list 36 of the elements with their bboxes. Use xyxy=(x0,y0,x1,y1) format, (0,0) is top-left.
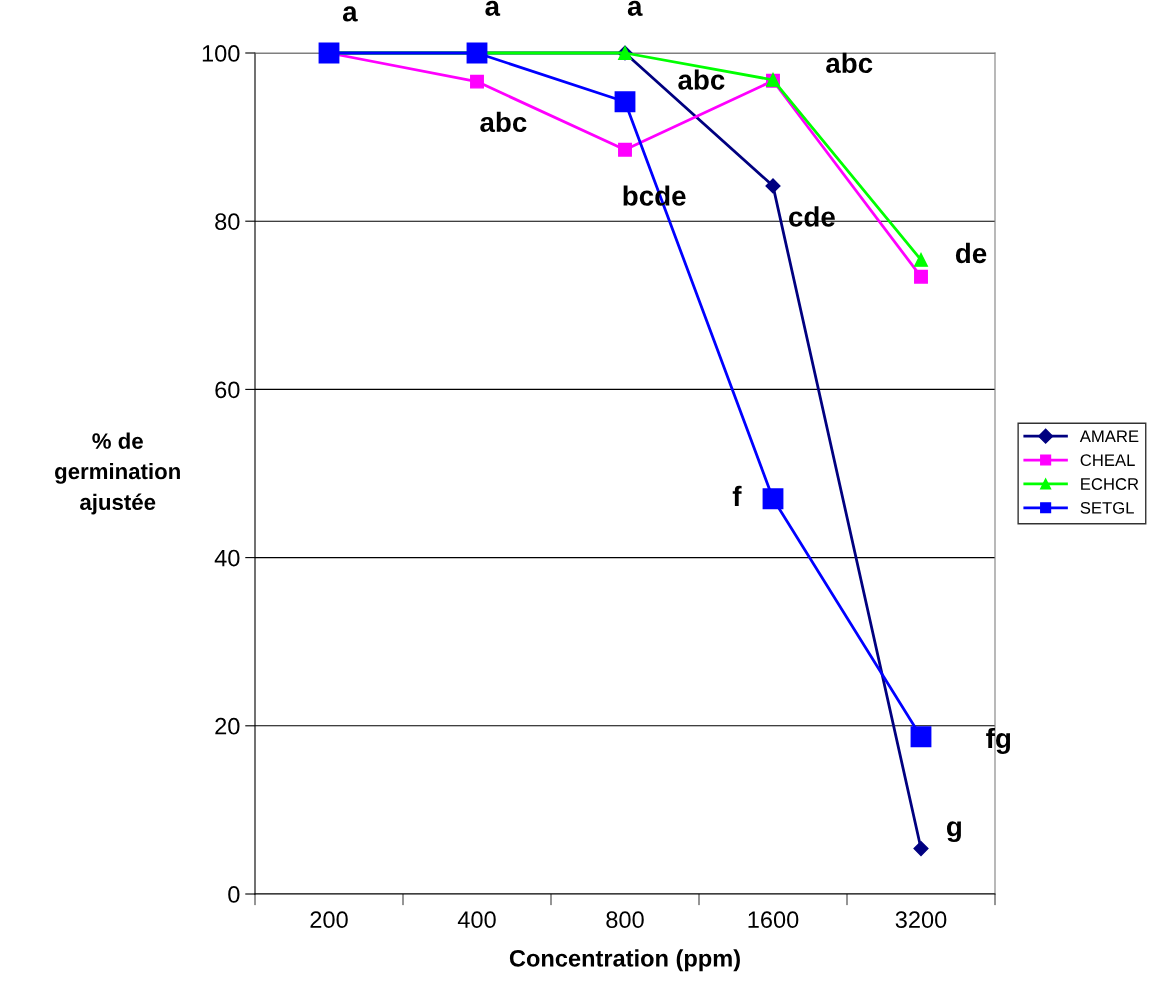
point xyxy=(914,252,928,267)
x-tick-label: 200 xyxy=(310,911,348,929)
annotation: a xyxy=(485,0,501,17)
annotation: f xyxy=(732,485,742,506)
x-tick-label: 3200 xyxy=(895,911,947,929)
point xyxy=(765,178,781,194)
annotation: de xyxy=(955,242,987,264)
y-axis-title: % de germination ajustée xyxy=(55,432,180,515)
y-tick-label: 40 xyxy=(214,549,240,567)
legend-label: ECHCR xyxy=(1081,478,1139,490)
point xyxy=(614,91,636,113)
annotation: fg xyxy=(986,727,1011,754)
x-tick-label: 1600 xyxy=(748,911,799,929)
point xyxy=(914,269,928,284)
annotation: abc xyxy=(678,69,725,90)
y-tick-label: 20 xyxy=(215,717,240,735)
annotation: abc xyxy=(826,52,873,74)
point xyxy=(762,488,784,510)
legend-label: SETGL xyxy=(1080,501,1134,514)
y-tick-label: 100 xyxy=(202,45,240,62)
y-tick-label: 60 xyxy=(215,381,240,399)
x-tick-label: 800 xyxy=(606,911,644,929)
y-tick-label: 80 xyxy=(215,213,240,230)
y-tick-label: 0 xyxy=(228,886,240,903)
annotation: abc xyxy=(480,111,527,133)
legend-label: AMARE xyxy=(1079,430,1139,443)
point xyxy=(913,841,929,857)
annotation: g xyxy=(946,821,961,843)
annotation: a xyxy=(342,6,358,22)
x-tick-label: 400 xyxy=(457,911,496,929)
annotation: a xyxy=(627,0,643,17)
point xyxy=(470,74,484,89)
point xyxy=(910,726,932,748)
x-axis-title: Concentration (ppm) xyxy=(509,949,740,972)
legend-label: CHEAL xyxy=(1080,454,1135,467)
point xyxy=(618,142,632,157)
